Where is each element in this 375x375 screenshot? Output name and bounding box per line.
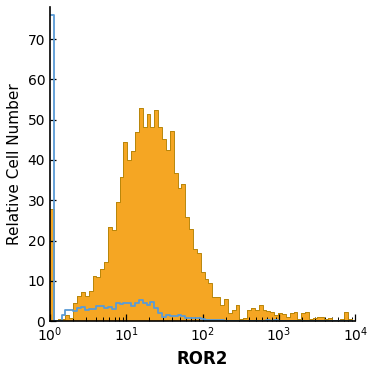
Y-axis label: Relative Cell Number: Relative Cell Number bbox=[7, 83, 22, 245]
X-axis label: ROR2: ROR2 bbox=[177, 350, 228, 368]
